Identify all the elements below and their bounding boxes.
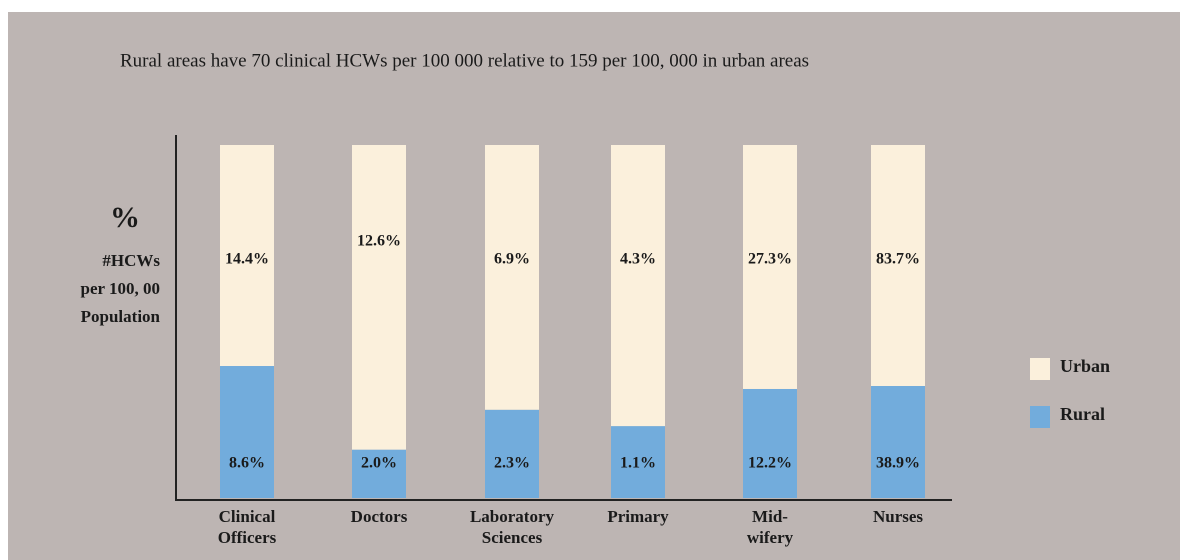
x-tick-label: Primary bbox=[607, 507, 669, 526]
bar-segment bbox=[871, 145, 925, 386]
value-label: 6.9% bbox=[494, 251, 530, 268]
value-label: 14.4% bbox=[225, 251, 269, 268]
x-tick-label: Laboratory Sciences bbox=[469, 507, 555, 547]
value-label: 4.3% bbox=[620, 251, 656, 268]
value-label: 38.9% bbox=[876, 455, 920, 472]
bar-segment bbox=[871, 385, 925, 498]
y-axis-label: % bbox=[110, 201, 140, 234]
value-label: 1.1% bbox=[620, 455, 656, 472]
y-axis-label-line: #HCWs bbox=[102, 251, 160, 270]
bar-segment bbox=[352, 449, 406, 498]
value-label: 27.3% bbox=[748, 251, 792, 268]
bar-segment bbox=[611, 426, 665, 498]
value-label: 2.0% bbox=[361, 455, 397, 472]
legend-swatch bbox=[1030, 406, 1050, 428]
x-tick-label: Clinical Officers bbox=[217, 507, 277, 547]
bar-segment bbox=[220, 145, 274, 367]
legend-swatch bbox=[1030, 358, 1050, 380]
legend-label: Rural bbox=[1060, 404, 1105, 424]
bar-segment bbox=[352, 145, 406, 450]
value-label: 2.3% bbox=[494, 455, 530, 472]
bar-segment bbox=[743, 388, 797, 498]
bar-segment bbox=[485, 409, 539, 498]
value-label: 83.7% bbox=[876, 251, 920, 268]
legend-label: Urban bbox=[1060, 356, 1110, 376]
x-tick-label: Doctors bbox=[350, 507, 408, 526]
bar-segment bbox=[743, 145, 797, 389]
bar-segment bbox=[485, 145, 539, 410]
chart-title: Rural areas have 70 clinical HCWs per 10… bbox=[120, 50, 809, 71]
bar-segment bbox=[611, 145, 665, 427]
x-tick-label: Nurses bbox=[872, 507, 924, 526]
bar-segment bbox=[220, 366, 274, 498]
y-axis-label-line: Population bbox=[81, 307, 161, 326]
chart-background bbox=[8, 12, 1180, 560]
value-label: 8.6% bbox=[229, 455, 265, 472]
x-tick-label: Mid-wifery bbox=[746, 507, 794, 547]
value-label: 12.6% bbox=[357, 233, 401, 250]
value-label: 12.2% bbox=[748, 455, 792, 472]
y-axis-label-line: per 100, 00 bbox=[81, 279, 161, 298]
